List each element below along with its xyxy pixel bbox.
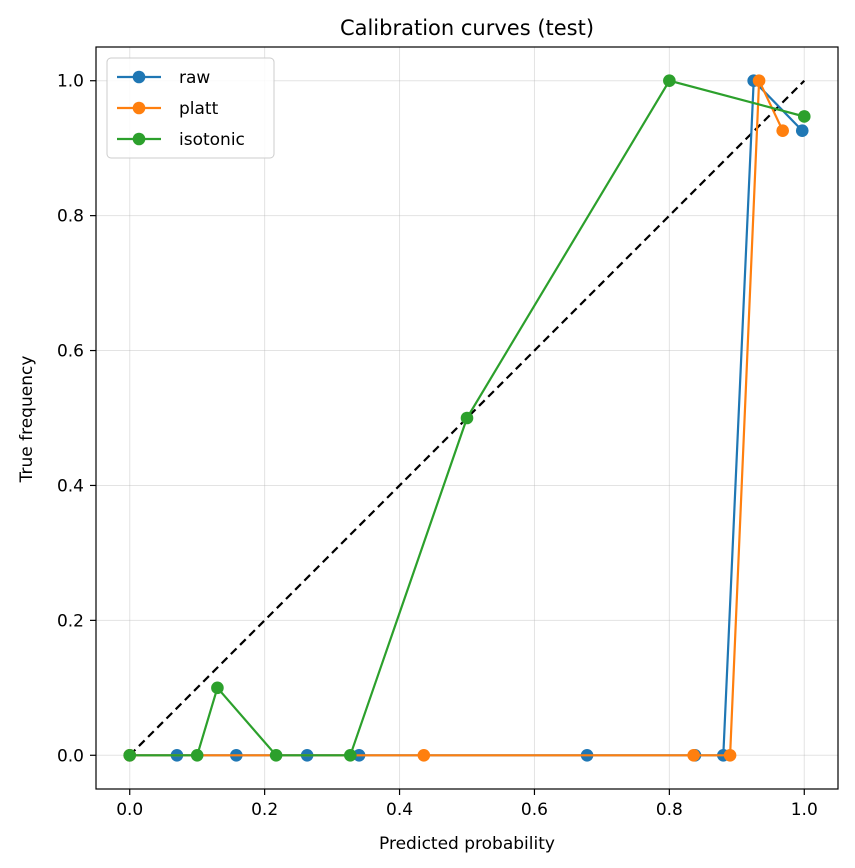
- data-point-raw: [795, 124, 809, 137]
- series-line-isotonic: [129, 79, 805, 757]
- legend: raw platt isotonic: [106, 57, 275, 159]
- plot-frame: [95, 46, 839, 790]
- data-point-platt: [687, 748, 700, 762]
- x-tick-label: 0.0: [116, 800, 143, 820]
- series-layer: [123, 74, 811, 762]
- series-line-platt: [129, 80, 784, 757]
- data-point-isotonic: [344, 748, 357, 762]
- legend-marker-isotonic: [132, 132, 146, 146]
- x-axis-label: Predicted probability: [379, 834, 555, 854]
- legend-label-isotonic: isotonic: [179, 130, 245, 150]
- series-isotonic: [123, 74, 811, 762]
- legend-box: [106, 57, 275, 159]
- y-tick-label: 0.0: [57, 746, 84, 766]
- x-tick-label: 0.6: [521, 800, 548, 820]
- data-point-isotonic: [123, 748, 137, 762]
- data-point-isotonic: [190, 748, 204, 762]
- data-point-isotonic: [460, 411, 474, 425]
- y-tick-label: 0.8: [57, 207, 84, 227]
- reference-diagonal-line: [128, 79, 806, 757]
- reference-line-layer: [128, 79, 806, 757]
- legend-label-platt: platt: [179, 99, 219, 119]
- series-platt: [123, 74, 789, 762]
- data-point-platt: [723, 748, 737, 762]
- data-point-isotonic: [211, 681, 224, 695]
- tick-layer: 0.0 0.2 0.4 0.6 0.8 1.0 0.0 0.2 0.4 0.6 0.8 1.0: [57, 72, 818, 820]
- x-tick-label: 0.2: [251, 800, 278, 820]
- data-point-isotonic: [797, 110, 811, 123]
- y-axis-label: True frequency: [17, 356, 37, 484]
- data-point-platt: [752, 74, 766, 88]
- chart-title: Calibration curves (test): [340, 16, 594, 40]
- y-tick-label: 0.4: [57, 476, 84, 496]
- y-tick-label: 0.6: [57, 342, 84, 362]
- x-tick-label: 0.8: [656, 800, 683, 820]
- y-tick-label: 1.0: [57, 72, 84, 92]
- data-point-isotonic: [269, 748, 283, 762]
- data-point-isotonic: [663, 74, 676, 88]
- data-point-platt: [776, 124, 789, 137]
- x-tick-label: 1.0: [791, 800, 818, 820]
- y-tick-label: 0.2: [57, 611, 84, 631]
- legend-label-raw: raw: [179, 68, 210, 88]
- legend-marker-raw: [132, 70, 146, 84]
- legend-marker-platt: [132, 101, 146, 115]
- data-point-platt: [417, 748, 431, 762]
- x-tick-label: 0.4: [386, 800, 413, 820]
